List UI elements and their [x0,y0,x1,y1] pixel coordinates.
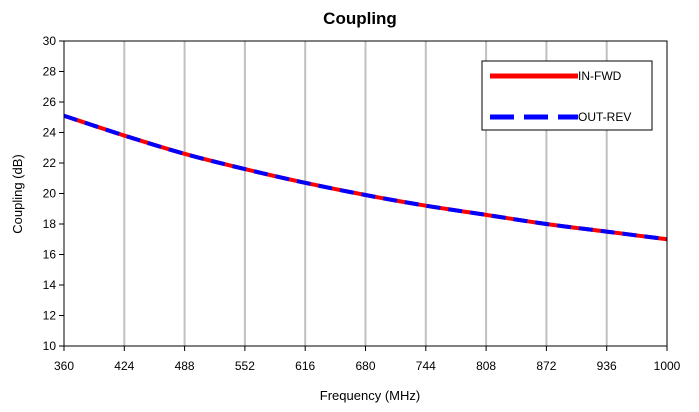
legend: IN-FWD OUT-REV [481,60,653,131]
y-tick-label-12: 12 [43,309,57,323]
x-tick-label-616: 616 [295,359,315,373]
legend-label-in-fwd: IN-FWD [578,69,622,83]
x-tick-label-424: 424 [114,359,134,373]
y-tick-label-20: 20 [43,187,57,201]
x-tick-label-872: 872 [536,359,556,373]
series-lines [63,113,668,242]
y-tick-label-14: 14 [43,278,57,292]
y-axis-label: Coupling (dB) [10,154,25,234]
x-axis-label: Frequency (MHz) [320,388,420,403]
series-line-out-rev [63,113,668,242]
x-tick-label-552: 552 [235,359,255,373]
y-tick-label-16: 16 [43,248,57,262]
legend-label-out-rev: OUT-REV [578,110,631,124]
y-tick-label-30: 30 [43,34,57,48]
y-tick-label-10: 10 [43,339,57,353]
x-tick-label-1000: 1000 [654,359,681,373]
x-tick-label-360: 360 [54,359,74,373]
x-tick-label-936: 936 [597,359,617,373]
x-tick-label-744: 744 [416,359,436,373]
y-tick-label-22: 22 [43,156,57,170]
axis-ticks: 360 424 488 552 616 680 744 808 872 936 1000 10 12 14… [43,34,681,373]
y-tick-label-24: 24 [43,126,57,140]
chart-title: Coupling [323,9,397,28]
y-tick-label-18: 18 [43,217,57,231]
x-tick-label-680: 680 [355,359,375,373]
x-tick-label-488: 488 [175,359,195,373]
x-tick-label-808: 808 [476,359,496,373]
y-tick-label-26: 26 [43,95,57,109]
y-tick-label-28: 28 [43,65,57,79]
